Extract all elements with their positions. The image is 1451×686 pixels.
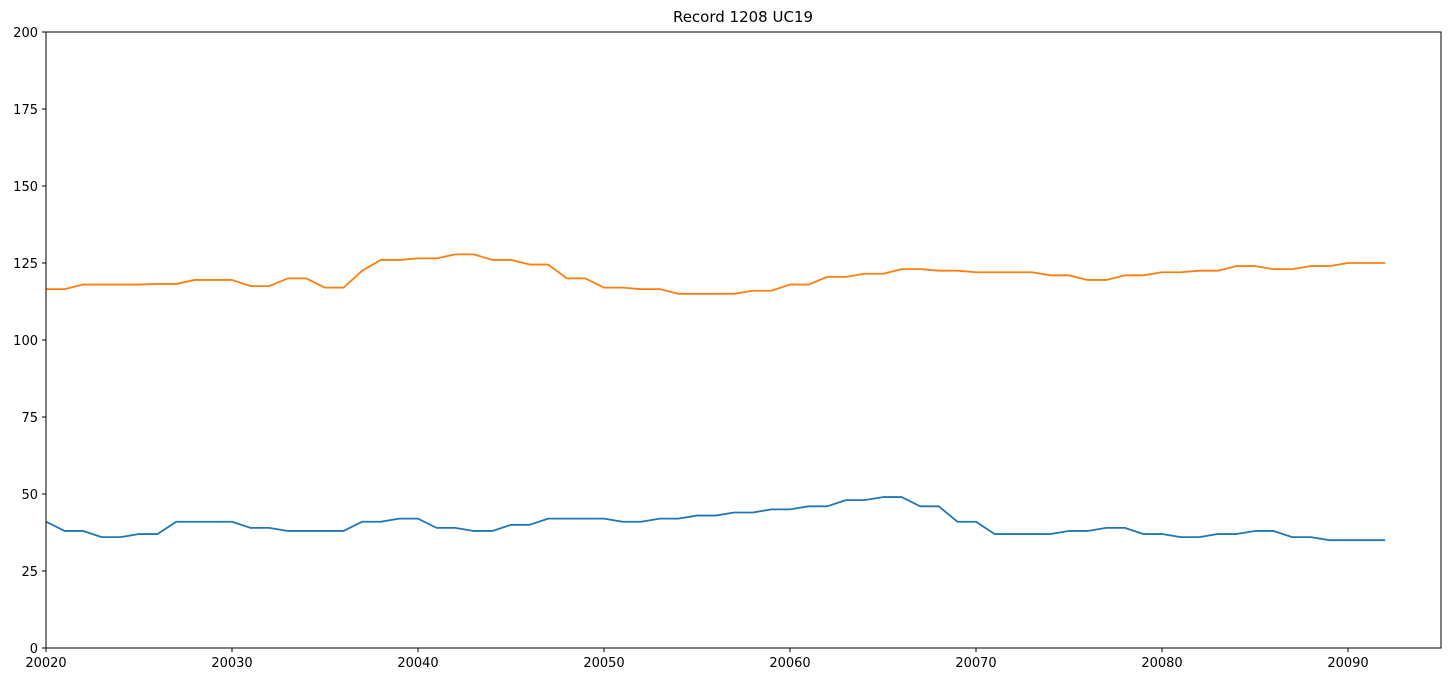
y-tick-label: 175 [13, 103, 38, 118]
x-axis: 20020 20030 20040 20050 20060 20070 20080 20090 [25, 648, 1369, 671]
plot-frame [45, 31, 1442, 649]
y-tick-label: 50 [21, 488, 38, 503]
x-tick-label: 20050 [583, 656, 624, 671]
x-tick-label: 20040 [397, 656, 438, 671]
y-tick-label: 75 [21, 411, 38, 426]
x-tick-label: 20080 [1141, 656, 1182, 671]
y-tick-label: 150 [13, 180, 38, 195]
y-tick-label: 125 [13, 257, 38, 272]
x-tick-label: 20070 [955, 656, 996, 671]
x-tick-label: 20020 [25, 656, 66, 671]
series-layer [45, 253, 1386, 542]
y-tick-label: 200 [13, 26, 38, 41]
series-line-2 [46, 253, 1386, 295]
series-line-1 [45, 496, 1386, 542]
y-tick-label: 25 [21, 565, 38, 580]
x-tick-label: 20030 [211, 656, 252, 671]
chart-title: Record 1208 UC19 [673, 8, 813, 26]
x-tick-label: 20060 [769, 656, 810, 671]
y-tick-label: 100 [13, 334, 38, 349]
x-tick-label: 20090 [1327, 656, 1368, 671]
y-tick-label: 0 [30, 642, 38, 657]
y-axis: 0 25 50 75 100 125 150 175 200 [13, 26, 46, 657]
